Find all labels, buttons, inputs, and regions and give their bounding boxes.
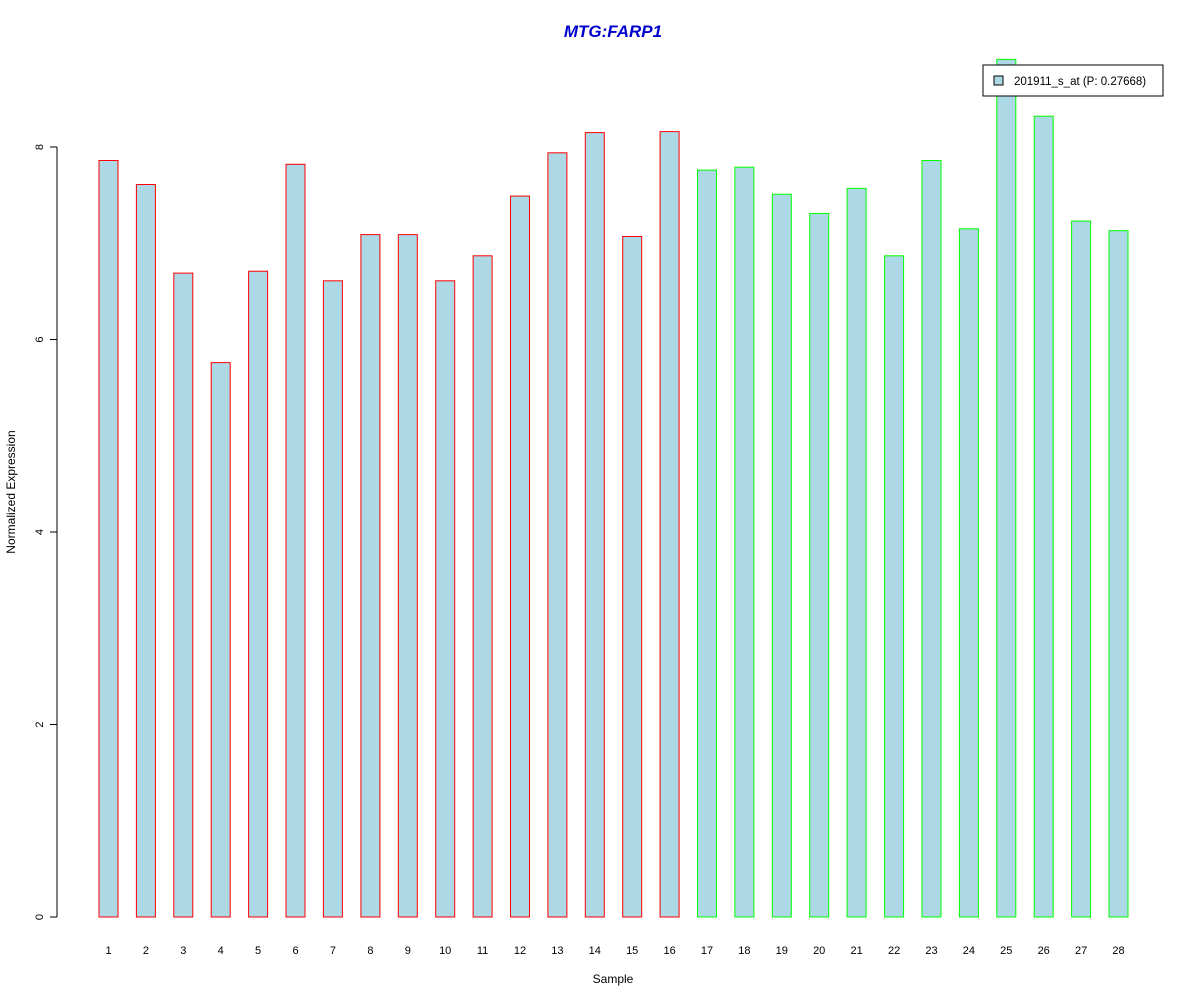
y-axis: 0 2 4 6 8 [34, 144, 58, 920]
bar-sample-2 [135, 184, 156, 918]
x-tick-label: 19 [776, 945, 788, 957]
x-tick-label: 13 [551, 945, 563, 957]
legend-swatch [993, 75, 1004, 86]
bar-sample-3 [173, 272, 194, 918]
x-tick-label: 20 [813, 945, 825, 957]
x-tick-label: 9 [405, 945, 411, 957]
x-tick-label: 3 [180, 945, 186, 957]
bar-sample-23 [921, 160, 942, 918]
x-tick-label: 10 [439, 945, 451, 957]
bar-sample-16 [659, 131, 680, 918]
bar-sample-5 [248, 270, 269, 918]
x-tick-label: 27 [1075, 945, 1087, 957]
bar-sample-15 [622, 236, 643, 918]
x-tick-label: 14 [589, 945, 601, 957]
x-tick-label: 8 [367, 945, 373, 957]
y-tick-label: 4 [34, 529, 46, 535]
bar-sample-12 [510, 195, 530, 918]
bar-sample-26 [1033, 115, 1054, 918]
x-tick-label: 24 [963, 945, 975, 957]
y-tick-label: 6 [34, 336, 46, 342]
bar-sample-14 [584, 132, 605, 918]
x-axis-label: Sample [593, 972, 634, 986]
bar-sample-24 [958, 228, 979, 918]
bar-sample-21 [846, 187, 867, 918]
x-tick-label: 23 [925, 945, 937, 957]
x-tick-label: 6 [292, 945, 298, 957]
bars-group [98, 58, 1129, 918]
y-tick-label: 8 [34, 144, 46, 150]
x-tick-label: 7 [330, 945, 336, 957]
x-tick-label: 25 [1000, 945, 1012, 957]
x-tick-label: 21 [850, 945, 862, 957]
legend-entry-label: 201911_s_at (P: 0.27668) [1014, 76, 1146, 88]
bar-sample-27 [1071, 220, 1092, 918]
bar-sample-28 [1108, 230, 1129, 918]
bar-sample-13 [547, 152, 568, 918]
bar-sample-11 [472, 255, 493, 918]
x-tick-label: 17 [701, 945, 713, 957]
x-tick-labels: 1 2 3 4 5 6 7 8 9 10 11 12 13 14 15 16 17 18 19 20 21 22 23 24 2… [105, 945, 1124, 957]
x-tick-label: 2 [143, 945, 149, 957]
bar-sample-7 [322, 280, 343, 918]
bar-sample-10 [435, 280, 456, 918]
bar-sample-22 [884, 255, 905, 918]
bar-sample-9 [397, 234, 418, 918]
x-tick-label: 28 [1112, 945, 1124, 957]
bar-sample-25 [996, 58, 1017, 918]
x-tick-label: 18 [738, 945, 750, 957]
bar-sample-6 [285, 163, 306, 918]
x-tick-label: 12 [514, 945, 526, 957]
x-tick-label: 1 [105, 945, 111, 957]
x-tick-label: 11 [477, 945, 488, 957]
bar-sample-19 [771, 193, 792, 918]
x-tick-label: 5 [255, 945, 261, 957]
bar-sample-18 [734, 166, 755, 918]
x-tick-label: 15 [626, 945, 638, 957]
bar-sample-20 [809, 212, 830, 918]
legend-box [982, 64, 1164, 97]
x-tick-label: 22 [888, 945, 900, 957]
bar-sample-8 [360, 234, 381, 918]
y-axis-label: Normalized Expression [4, 430, 18, 553]
x-tick-label: 4 [218, 945, 224, 957]
legend: 201911_s_at (P: 0.27668) [982, 64, 1164, 97]
y-tick-label: 0 [34, 914, 46, 920]
bar-sample-4 [210, 362, 231, 918]
bar-sample-17 [697, 169, 717, 918]
x-tick-label: 26 [1038, 945, 1050, 957]
chart-title: MTG:FARP1 [564, 22, 662, 41]
bar-sample-1 [98, 160, 119, 918]
y-tick-label: 2 [34, 721, 46, 727]
x-tick-label: 16 [663, 945, 675, 957]
